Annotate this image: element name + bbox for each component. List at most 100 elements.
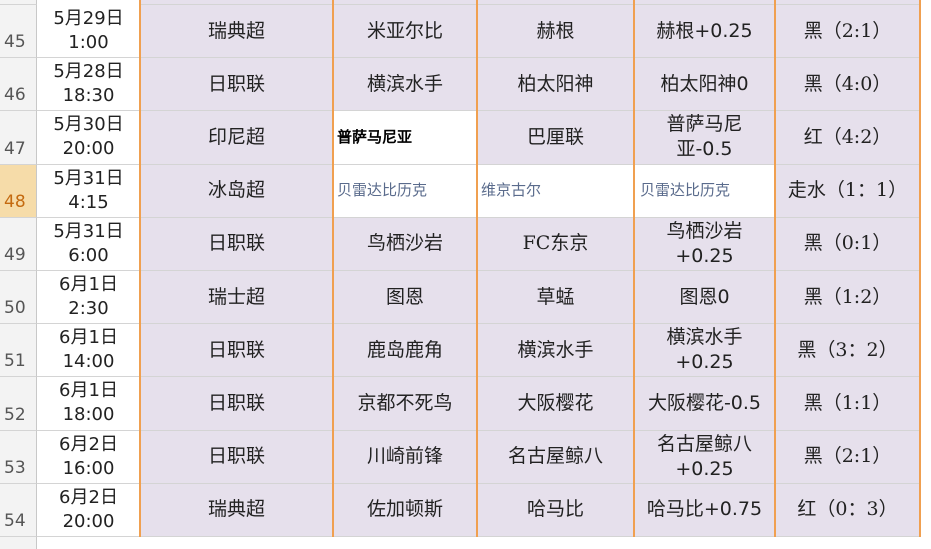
handicap-cell[interactable]: 鸟栖沙岩+0.25 [634,217,775,271]
time: 16:00 [62,457,115,479]
handicap-cell[interactable]: 横滨水手+0.25 [634,324,775,378]
date-cell[interactable]: 5月30日 20:00 [37,111,140,165]
result-cell[interactable]: 黑（1:2） [775,271,920,325]
row-header[interactable]: 48 [0,164,37,218]
result-cell[interactable]: 黑（2:1） [775,5,920,59]
away-cell[interactable]: 哈马比 [477,483,634,537]
row-header[interactable]: 50 [0,271,37,325]
column-border [139,0,141,537]
league-cell[interactable]: 瑞典超 [140,483,333,537]
handicap-cell[interactable]: 贝雷达比历克 [634,164,775,218]
date: 5月28日 [53,61,124,83]
handicap-cell[interactable]: 赫根+0.25 [634,5,775,59]
result-cell[interactable]: 黑（1:1） [775,377,920,431]
home-cell[interactable]: 鸟栖沙岩 [333,217,477,271]
result-cell[interactable]: 红（4:2） [775,111,920,165]
cell[interactable] [140,0,333,5]
league-cell[interactable]: 瑞典超 [140,5,333,59]
date: 5月30日 [53,114,124,136]
date-cell[interactable]: 5月31日 6:00 [37,218,140,271]
home-cell[interactable]: 佐加顿斯 [333,483,477,537]
row-header[interactable]: 49 [0,217,37,271]
time: 14:00 [62,351,115,373]
home-cell[interactable]: 普萨马尼亚 [333,111,477,165]
time: 1:00 [68,32,109,54]
time: 20:00 [62,138,115,160]
league-cell[interactable]: 日职联 [140,377,333,431]
league-cell[interactable]: 印尼超 [140,111,333,165]
handicap-cell[interactable]: 名古屋鲸八+0.25 [634,430,775,484]
column-border [774,0,776,537]
handicap-cell[interactable]: 柏太阳神0 [634,58,775,112]
handicap-cell[interactable]: 图恩0 [634,271,775,325]
column-border [919,0,921,537]
row-header[interactable]: 53 [0,430,37,484]
date-cell[interactable]: 6月1日 18:00 [37,377,140,431]
date-cell[interactable]: 6月1日 2:30 [37,271,140,325]
date: 6月1日 [59,327,118,349]
home-cell[interactable]: 米亚尔比 [333,5,477,59]
result-cell[interactable]: 黑（3：2） [775,324,920,378]
time: 6:00 [68,244,109,266]
home-cell[interactable]: 京都不死鸟 [333,377,477,431]
date-cell[interactable]: 6月1日 14:00 [37,324,140,378]
away-cell[interactable]: 草蜢 [477,271,634,325]
column-border [332,0,334,537]
row-header[interactable] [0,0,37,5]
row-header[interactable]: 54 [0,483,37,537]
date: 5月31日 [53,167,124,189]
result-cell[interactable]: 黑（2:1） [775,430,920,484]
handicap-cell[interactable]: 哈马比+0.75 [634,483,775,537]
home-cell[interactable]: 贝雷达比历克 [333,164,477,218]
away-cell[interactable]: 名古屋鲸八 [477,430,634,484]
date: 5月31日 [53,220,124,242]
handicap-cell[interactable]: 大阪樱花-0.5 [634,377,775,431]
date: 6月1日 [59,380,118,402]
time: 18:00 [62,404,115,426]
date-cell[interactable]: 5月31日 4:15 [37,165,140,218]
handicap-cell[interactable]: 普萨马尼亚-0.5 [634,111,775,165]
away-cell[interactable]: 巴厘联 [477,111,634,165]
column-border [633,0,635,537]
time: 4:15 [68,191,109,213]
result-cell[interactable]: 红（0：3） [775,483,920,537]
away-cell[interactable]: 维京古尔 [477,164,634,218]
away-cell[interactable]: 大阪樱花 [477,377,634,431]
home-cell[interactable]: 横滨水手 [333,58,477,112]
date-cell[interactable]: 5月28日 18:30 [37,58,140,112]
home-cell[interactable]: 鹿岛鹿角 [333,324,477,378]
column-border [476,0,478,537]
date-cell[interactable]: 5月29日 1:00 [37,5,140,59]
result-cell[interactable]: 黑（4:0） [775,58,920,112]
home-cell[interactable]: 川崎前锋 [333,430,477,484]
away-cell[interactable]: 横滨水手 [477,324,634,378]
league-cell[interactable]: 日职联 [140,58,333,112]
date-cell[interactable]: 6月2日 20:00 [37,484,140,537]
league-cell[interactable]: 日职联 [140,217,333,271]
league-cell[interactable]: 瑞士超 [140,271,333,325]
cell[interactable] [634,0,775,5]
date: 5月29日 [53,8,124,30]
row-header[interactable]: 52 [0,377,37,431]
row-header[interactable]: 46 [0,58,37,112]
home-cell[interactable]: 图恩 [333,271,477,325]
cell[interactable] [775,0,920,5]
cell[interactable] [477,0,634,5]
time: 2:30 [68,298,109,320]
row-header[interactable]: 51 [0,324,37,378]
away-cell[interactable]: 柏太阳神 [477,58,634,112]
row-header[interactable]: 47 [0,111,37,165]
result-cell[interactable]: 走水（1：1） [775,164,920,218]
date: 6月2日 [59,486,118,508]
league-cell[interactable]: 冰岛超 [140,164,333,218]
away-cell[interactable]: 赫根 [477,5,634,59]
result-cell[interactable]: 黑（0:1） [775,217,920,271]
league-cell[interactable]: 日职联 [140,430,333,484]
away-cell[interactable]: FC东京 [477,217,634,271]
row-header[interactable] [0,537,37,549]
cell[interactable] [333,0,477,5]
league-cell[interactable]: 日职联 [140,324,333,378]
row-header[interactable]: 45 [0,5,37,59]
date-cell[interactable]: 6月2日 16:00 [37,431,140,484]
